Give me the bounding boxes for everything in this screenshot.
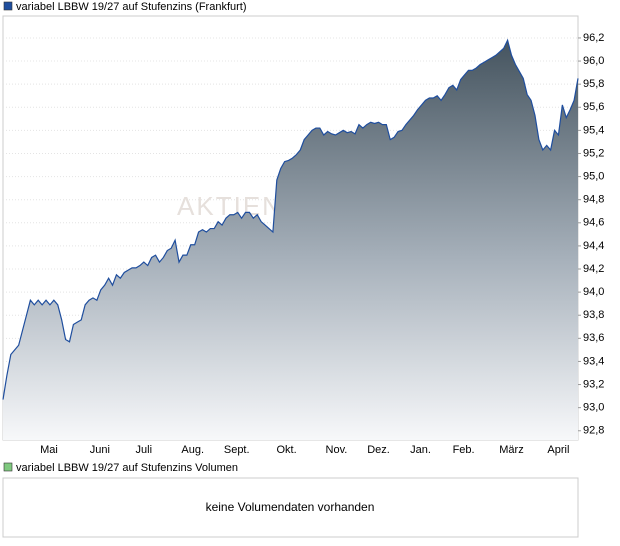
legend-label: variabel LBBW 19/27 auf Stufenzins Volum…	[16, 462, 238, 474]
y-tick-label: 96,0	[583, 55, 604, 67]
x-tick-label: Dez.	[367, 444, 390, 456]
volume-message: keine Volumendaten vorhanden	[206, 500, 375, 514]
legend-label: variabel LBBW 19/27 auf Stufenzins (Fran…	[16, 1, 247, 13]
x-tick-label: Mai	[40, 444, 58, 456]
area	[3, 40, 578, 440]
x-tick-label: Juni	[90, 444, 110, 456]
y-tick-label: 95,4	[583, 124, 604, 136]
y-tick-label: 96,2	[583, 32, 604, 44]
legend-swatch	[3, 462, 13, 472]
y-tick-label: 94,4	[583, 240, 604, 252]
y-tick-label: 92,8	[583, 425, 604, 437]
y-tick-label: 95,0	[583, 170, 604, 182]
y-tick-label: 94,8	[583, 194, 604, 206]
legend-swatch	[3, 1, 13, 11]
y-tick-label: 95,6	[583, 101, 604, 113]
x-tick-label: April	[547, 444, 569, 456]
y-tick-label: 93,2	[583, 378, 604, 390]
y-tick-label: 93,6	[583, 332, 604, 344]
y-tick-label: 95,2	[583, 147, 604, 159]
y-tick-label: 93,0	[583, 402, 604, 414]
y-tick-label: 95,8	[583, 78, 604, 90]
x-tick-label: Nov.	[326, 444, 348, 456]
y-tick-label: 93,4	[583, 355, 604, 367]
line	[2, 38, 579, 400]
x-tick-label: Jan.	[410, 444, 431, 456]
y-tick-label: 93,8	[583, 309, 604, 321]
x-tick-label: Aug.	[181, 444, 204, 456]
y-tick-label: 94,0	[583, 286, 604, 298]
x-tick-label: Feb.	[453, 444, 475, 456]
y-tick-label: 94,2	[583, 263, 604, 275]
x-tick-label: Okt.	[277, 444, 297, 456]
x-tick-label: Sept.	[224, 444, 250, 456]
volume-frame	[2, 477, 579, 538]
x-tick-label: März	[499, 444, 523, 456]
y-tick-label: 94,6	[583, 217, 604, 229]
x-tick-label: Juli	[136, 444, 153, 456]
